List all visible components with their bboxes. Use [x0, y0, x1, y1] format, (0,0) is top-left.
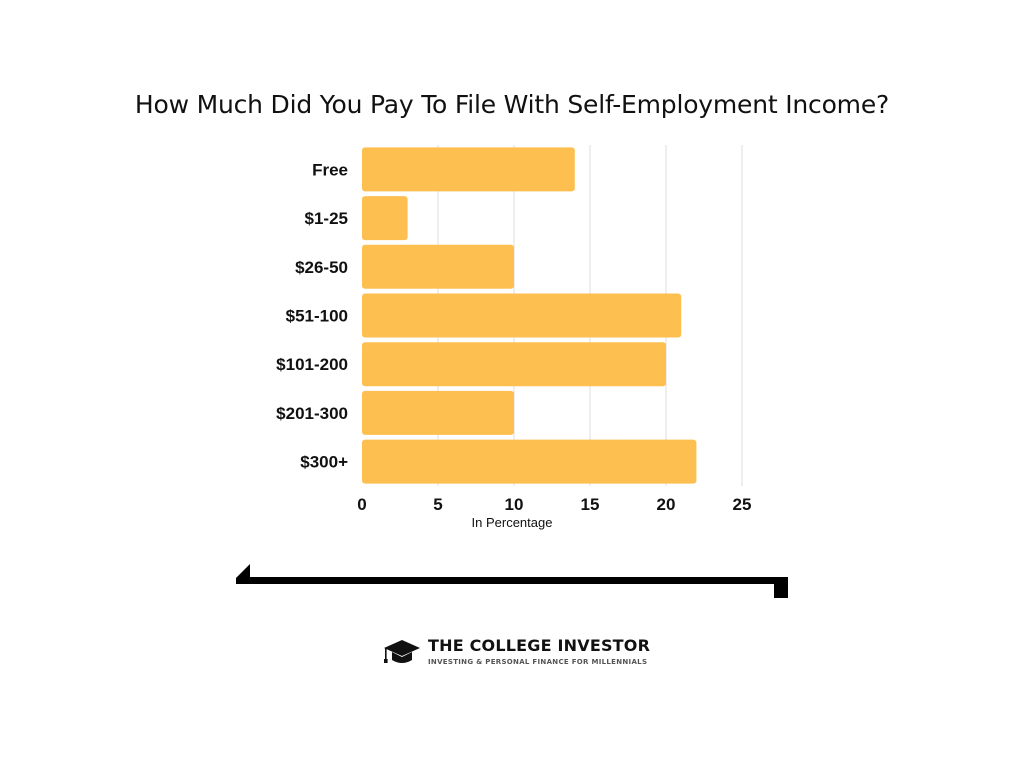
- bars: [362, 147, 697, 484]
- logo-tagline: INVESTING & PERSONAL FINANCE FOR MILLENN…: [428, 658, 648, 666]
- x-tick-label: 10: [505, 495, 524, 514]
- brand-logo: THE COLLEGE INVESTOR INVESTING & PERSONA…: [382, 636, 650, 668]
- category-label: $26-50: [295, 258, 348, 277]
- chart-title: How Much Did You Pay To File With Self-E…: [134, 90, 890, 119]
- category-labels: Free $1-25 $26-50 $51-100 $101-200 $201-300 $3…: [276, 160, 348, 471]
- category-label: $101-200: [276, 355, 348, 374]
- bar-chart: Free $1-25 $26-50 $51-100 $101-200 $201-300 $3…: [276, 145, 751, 530]
- category-label: Free: [312, 160, 348, 179]
- x-tick-labels: 0 5 10 15 20 25: [357, 495, 751, 514]
- category-label: $300+: [300, 453, 348, 472]
- logo-text: THE COLLEGE INVESTOR INVESTING & PERSONA…: [428, 638, 650, 666]
- logo-name: THE COLLEGE INVESTOR: [428, 636, 651, 655]
- x-tick-label: 15: [581, 495, 600, 514]
- x-tick-label: 25: [733, 495, 752, 514]
- x-axis-label: In Percentage: [472, 515, 553, 530]
- x-tick-label: 0: [357, 495, 366, 514]
- bar: [362, 196, 408, 241]
- category-label: $51-100: [286, 307, 348, 326]
- category-label: $201-300: [276, 404, 348, 423]
- x-tick-label: 20: [657, 495, 676, 514]
- bar: [362, 390, 514, 435]
- bar: [362, 244, 514, 289]
- x-tick-label: 5: [433, 495, 442, 514]
- category-label: $1-25: [305, 209, 348, 228]
- bar: [362, 342, 666, 387]
- bar: [362, 293, 682, 338]
- bar: [362, 147, 575, 192]
- graduation-cap-icon: [384, 640, 420, 663]
- bar: [362, 439, 697, 484]
- divider-line: [236, 564, 788, 598]
